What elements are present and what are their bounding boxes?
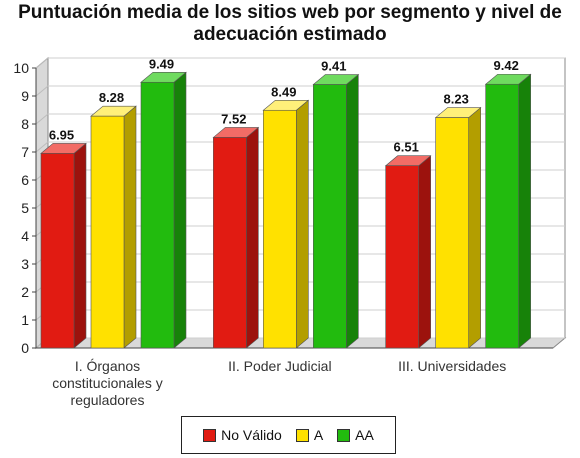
x-tick-label-0-0: I. Órganos [75, 358, 140, 374]
chart-title-line-2: adecuación estimado [193, 24, 387, 45]
y-tick-label: 6 [21, 172, 29, 188]
bar-side-a-2 [468, 106, 481, 349]
bar-side-no-v-lido-0 [73, 142, 87, 349]
legend-label-aa: AA [355, 427, 374, 443]
data-label-no-v-lido-1: 7.52 [221, 111, 246, 126]
y-tick-label: 9 [21, 88, 29, 104]
y-tick-label: 5 [21, 200, 29, 216]
bar-side-aa-2 [518, 73, 531, 349]
bar-side-no-v-lido-2 [418, 155, 431, 349]
bar-side-no-v-lido-1 [246, 126, 259, 349]
y-tick-label: 8 [21, 116, 29, 132]
gridline-side [35, 113, 49, 125]
chart-title-line-1: Puntuación media de los sitios web por s… [18, 2, 562, 23]
legend-label-a: A [313, 427, 324, 443]
legend-swatch-a [295, 428, 309, 442]
y-tick-label: 0 [21, 340, 29, 356]
data-label-aa-1: 9.41 [321, 59, 346, 74]
bar-a-0 [90, 115, 125, 349]
bar-no-v-lido-1 [213, 137, 247, 349]
legend-label-no-valido: No Válido [221, 427, 282, 443]
legend-item-no-valido: No Válido [203, 427, 282, 443]
legend-swatch-aa [337, 428, 351, 442]
data-label-aa-0: 9.49 [149, 56, 174, 71]
bar-aa-2 [485, 83, 519, 349]
y-tick-label: 2 [21, 284, 29, 300]
chart-title: Puntuación media de los sitios web por s… [0, 2, 580, 46]
x-tick-label-0-1: constitucionales y [52, 375, 163, 391]
y-tick-label: 4 [21, 228, 29, 244]
x-tick-label-1-0: II. Poder Judicial [228, 358, 332, 374]
legend-swatch-no-valido [203, 428, 217, 442]
bar-side-a-0 [123, 105, 137, 349]
gridline-side [35, 141, 49, 153]
bar-no-v-lido-2 [385, 165, 419, 349]
x-tick-label-2-0: III. Universidades [398, 358, 506, 374]
data-label-a-2: 8.23 [444, 92, 469, 107]
y-tick-label: 10 [13, 60, 29, 76]
gridline-side [35, 57, 49, 69]
bar-side-aa-0 [173, 71, 187, 349]
y-tick-label: 7 [21, 144, 29, 160]
data-label-a-0: 8.28 [99, 90, 124, 105]
bar-aa-0 [140, 81, 175, 349]
data-label-no-v-lido-2: 6.51 [394, 140, 419, 155]
bar-a-1 [263, 109, 297, 349]
gridline-side [35, 85, 49, 97]
legend-item-a: A [295, 427, 324, 443]
legend: No Válido A AA [181, 416, 396, 454]
data-label-aa-2: 9.42 [494, 58, 519, 73]
x-tick-label-0-2: reguladores [71, 392, 145, 408]
y-tick-label: 3 [21, 256, 29, 272]
data-label-a-1: 8.49 [271, 84, 296, 99]
legend-item-aa: AA [337, 427, 374, 443]
y-tick-label: 1 [21, 312, 29, 328]
bar-side-a-1 [296, 99, 309, 349]
bar-a-2 [435, 117, 469, 349]
data-label-no-v-lido-0: 6.95 [49, 127, 74, 142]
bar-no-v-lido-0 [40, 153, 75, 349]
bar-side-aa-1 [346, 73, 359, 349]
bar-aa-1 [313, 84, 347, 349]
